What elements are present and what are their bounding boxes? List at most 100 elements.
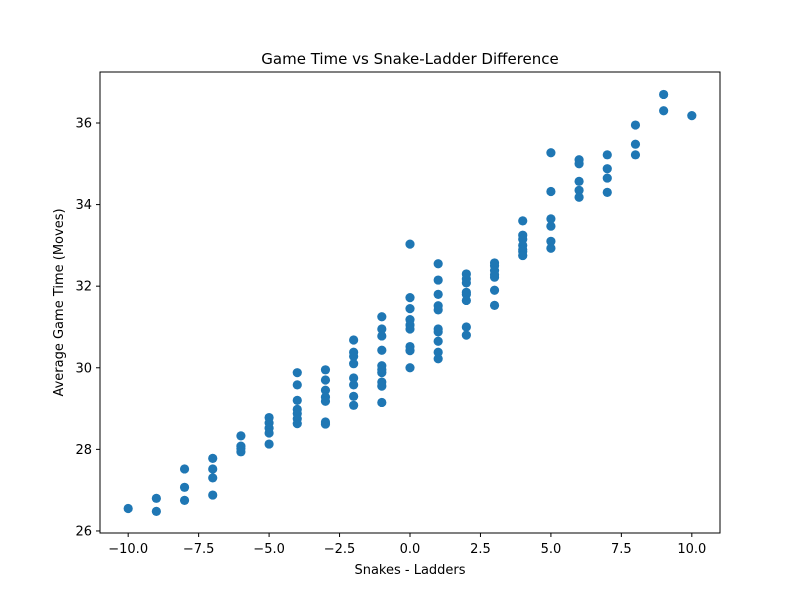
data-point: [574, 176, 584, 186]
data-point: [630, 120, 641, 130]
data-point: [377, 368, 387, 378]
x-axis-ticks: −10.0 −7.5 −5.0 −2.5 0.0 2.5 5.0 7.5 10.0: [108, 533, 706, 557]
data-point: [349, 380, 359, 390]
x-axis-label: Snakes - Ladders: [354, 563, 465, 578]
data-point: [489, 300, 500, 310]
data-point: [208, 453, 218, 463]
y-tick-label: 34: [75, 198, 92, 213]
data-point: [236, 431, 246, 441]
data-point: [546, 214, 556, 224]
y-axis-ticks: 26 28 30 32 34 36: [75, 116, 100, 539]
data-point: [292, 368, 302, 378]
data-point: [377, 324, 387, 334]
data-point: [320, 396, 331, 406]
data-point: [630, 150, 641, 160]
data-point: [602, 173, 612, 183]
data-point: [377, 331, 387, 341]
data-point: [433, 336, 443, 346]
data-point: [320, 375, 331, 385]
data-point: [602, 164, 612, 174]
data-point: [123, 503, 133, 514]
data-point: [433, 354, 443, 364]
data-point: [208, 473, 218, 483]
data-point: [377, 345, 387, 355]
y-tick-label: 26: [75, 524, 92, 539]
data-point: [349, 359, 359, 369]
data-point: [574, 185, 584, 195]
data-point: [292, 419, 302, 429]
data-point: [602, 150, 612, 160]
data-points: [123, 89, 697, 516]
data-point: [405, 293, 415, 303]
data-point: [320, 419, 331, 429]
data-point: [320, 385, 331, 395]
data-point: [208, 490, 218, 500]
data-point: [433, 347, 443, 357]
x-tick-label: 0.0: [400, 542, 421, 557]
data-point: [179, 482, 190, 492]
data-point: [405, 239, 415, 249]
data-point: [264, 439, 274, 449]
x-tick-label: −2.5: [324, 542, 356, 557]
data-point: [377, 312, 387, 322]
data-point: [377, 381, 387, 391]
x-tick-label: 7.5: [611, 542, 632, 557]
data-point: [659, 106, 669, 116]
data-point: [687, 111, 697, 121]
data-point: [574, 192, 584, 202]
data-point: [405, 363, 415, 373]
y-tick-label: 28: [75, 443, 92, 458]
data-point: [461, 330, 471, 340]
y-tick-label: 36: [75, 116, 92, 131]
x-tick-label: 2.5: [470, 542, 491, 557]
data-point: [461, 322, 471, 332]
x-tick-label: 5.0: [541, 542, 562, 557]
data-point: [433, 259, 443, 269]
data-point: [405, 304, 415, 314]
data-point: [546, 186, 556, 197]
data-point: [179, 495, 190, 505]
data-point: [320, 365, 331, 375]
data-point: [264, 428, 274, 438]
y-axis-label: Average Game Time (Moves): [52, 208, 67, 396]
data-point: [518, 216, 528, 226]
plot-frame: [99, 71, 721, 534]
data-point: [433, 305, 443, 315]
data-point: [292, 380, 302, 390]
data-point: [208, 464, 218, 474]
data-point: [574, 159, 584, 169]
x-tick-label: −7.5: [183, 542, 215, 557]
data-point: [405, 346, 415, 356]
data-point: [349, 400, 359, 410]
data-point: [349, 391, 359, 401]
data-point: [546, 243, 556, 253]
data-point: [659, 89, 669, 100]
data-point: [461, 295, 471, 306]
data-point: [349, 335, 359, 345]
data-point: [433, 327, 443, 337]
chart-title: Game Time vs Snake-Ladder Difference: [261, 50, 558, 68]
x-tick-label: −5.0: [253, 542, 285, 557]
data-point: [349, 351, 359, 361]
y-tick-label: 30: [75, 361, 92, 376]
data-point: [518, 250, 528, 261]
data-point: [405, 324, 415, 334]
x-tick-label: 10.0: [677, 542, 706, 557]
data-point: [433, 289, 443, 299]
data-point: [292, 395, 302, 406]
data-point: [489, 272, 500, 282]
data-point: [546, 221, 556, 231]
data-point: [179, 464, 190, 474]
data-point: [489, 285, 500, 295]
data-point: [461, 278, 471, 288]
data-point: [349, 373, 359, 383]
data-point: [602, 187, 612, 197]
data-point: [630, 139, 641, 149]
y-tick-label: 32: [75, 280, 92, 295]
data-point: [433, 275, 443, 285]
data-point: [151, 493, 161, 503]
data-point: [151, 506, 161, 516]
data-point: [377, 397, 387, 408]
data-point: [546, 236, 556, 246]
